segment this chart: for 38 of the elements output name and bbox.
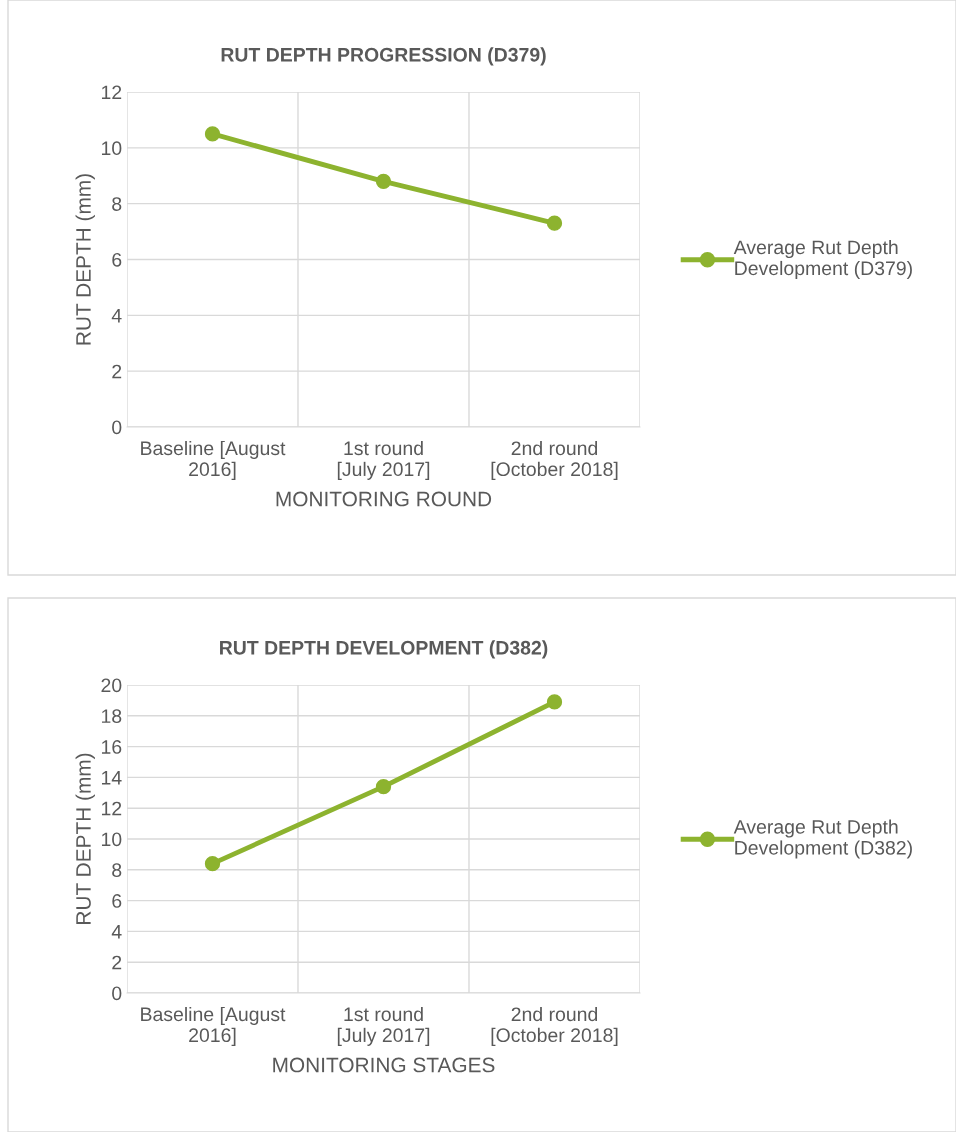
- point: [204, 856, 221, 872]
- x-tick-label: Baseline [August 2016]: [141, 440, 286, 480]
- y-tick-label: 14: [102, 771, 122, 785]
- y-tick-label: 12: [102, 801, 122, 816]
- y-tick-label: 4: [111, 925, 122, 939]
- y-tick-label: 0: [112, 420, 122, 435]
- y-tick-label: 18: [102, 709, 122, 724]
- legend-label: Average Rut Depth Development (D379): [733, 239, 912, 280]
- x-tick-label: 2nd round [October 2018]: [491, 440, 618, 480]
- y-tick-label: 8: [112, 197, 122, 211]
- legend-label: Average Rut Depth Development (D382): [733, 819, 912, 859]
- y-tick-label: 6: [112, 252, 122, 267]
- point: [204, 126, 221, 142]
- y-tick-label: 2: [112, 364, 122, 379]
- y-axis-title: RUT DEPTH (mm): [75, 753, 95, 924]
- x-tick-label: 2nd round [October 2018]: [491, 1006, 618, 1046]
- point: [375, 779, 392, 795]
- y-tick-label: 16: [102, 740, 122, 754]
- chart-title: RUT DEPTH PROGRESSION (D379): [221, 47, 546, 66]
- chart-title: RUT DEPTH DEVELOPMENT (D382): [220, 640, 548, 659]
- x-axis-title: MONITORING ROUND: [276, 491, 492, 507]
- y-axis-title: RUT DEPTH (mm): [75, 174, 95, 345]
- y-tick-label: 12: [102, 85, 122, 100]
- point: [546, 215, 563, 231]
- x-tick-label: 1st round [July 2017]: [337, 1006, 430, 1046]
- y-tick-label: 10: [102, 832, 122, 847]
- y-tick-label: 6: [112, 894, 122, 908]
- y-tick-label: 8: [112, 863, 122, 878]
- y-tick-label: 4: [111, 309, 122, 323]
- x-axis-title: MONITORING STAGES: [273, 1057, 495, 1073]
- x-tick-label: 1st round [July 2017]: [337, 440, 430, 480]
- point: [546, 694, 563, 710]
- y-tick-label: 0: [112, 986, 122, 1001]
- y-tick-label: 20: [101, 678, 122, 693]
- y-tick-label: 10: [102, 141, 122, 156]
- point: [375, 173, 392, 189]
- x-tick-label: Baseline [August 2016]: [141, 1006, 286, 1046]
- y-tick-label: 2: [112, 955, 122, 970]
